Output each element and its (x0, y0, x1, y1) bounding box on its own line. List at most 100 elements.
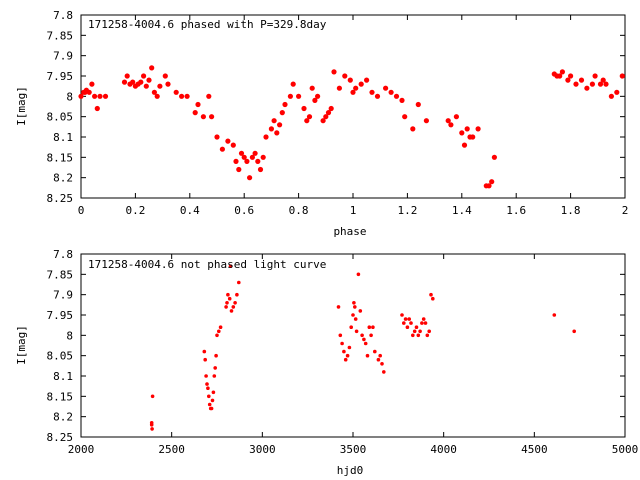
data-point (559, 69, 566, 75)
data-point (353, 85, 359, 91)
data-point (425, 333, 430, 338)
data-point (402, 114, 408, 120)
data-point (214, 353, 218, 358)
data-point (376, 357, 381, 362)
data-point (421, 317, 426, 321)
data-point (229, 309, 234, 313)
data-point (204, 374, 208, 378)
data-point (233, 301, 237, 305)
data-point (619, 73, 625, 79)
data-point (365, 353, 370, 358)
data-point (336, 305, 341, 309)
data-point (448, 122, 454, 128)
x-tick-label: 2500 (158, 443, 185, 456)
data-point (592, 73, 598, 79)
data-point (353, 317, 358, 321)
data-point (347, 77, 353, 83)
data-point (491, 154, 497, 160)
data-point (260, 154, 266, 160)
y-tick-label: 7.95 (47, 309, 74, 322)
data-point (215, 333, 219, 338)
data-point (382, 370, 386, 374)
data-point (343, 357, 348, 362)
data-point (252, 150, 258, 156)
x-axis-label: phase (333, 225, 366, 238)
data-point (393, 93, 400, 99)
data-point (603, 81, 609, 87)
data-point (416, 333, 421, 338)
data-points (78, 65, 625, 189)
x-tick-label: 0.6 (234, 204, 254, 217)
data-point (358, 309, 363, 313)
data-point (350, 89, 356, 95)
data-point (309, 85, 315, 91)
data-point (347, 345, 352, 350)
plot-frame (80, 14, 626, 199)
data-point (306, 114, 313, 120)
data-point (255, 158, 261, 164)
data-point (608, 93, 615, 99)
data-point (352, 301, 356, 305)
data-point (614, 89, 620, 95)
data-point (578, 77, 585, 83)
data-point (369, 333, 373, 338)
y-tick-label: 8 (66, 90, 73, 103)
x-tick-label: 1.2 (397, 204, 417, 217)
data-point (271, 118, 277, 124)
data-point (195, 101, 201, 108)
data-point (150, 427, 154, 431)
data-point (92, 93, 98, 99)
data-point (235, 292, 239, 297)
data-point (225, 138, 231, 144)
y-tick-label: 8.15 (47, 390, 74, 403)
data-point (124, 73, 130, 79)
data-point (102, 93, 109, 99)
data-point (179, 93, 185, 99)
data-point (351, 313, 355, 317)
data-point (371, 325, 375, 330)
data-point (89, 81, 95, 87)
data-point (210, 398, 215, 403)
plot-frame (80, 253, 626, 438)
data-point (367, 325, 372, 330)
data-point (226, 292, 230, 297)
data-point (568, 73, 574, 79)
y-tick-label: 8.25 (47, 431, 74, 444)
data-point (369, 89, 375, 95)
x-tick-label: 1 (350, 204, 357, 217)
x-tick-label: 0.8 (289, 204, 309, 217)
x-axis-label: hjd0 (337, 464, 364, 477)
data-point (217, 329, 221, 334)
y-axis-label: I[mag] (15, 86, 28, 126)
data-point (356, 272, 361, 277)
data-point (338, 333, 343, 338)
y-tick-label: 8.05 (47, 350, 74, 363)
data-point (209, 114, 215, 120)
x-tick-label: 1.6 (506, 204, 526, 217)
data-point (211, 390, 216, 395)
data-point (383, 85, 389, 91)
data-point (420, 321, 424, 325)
x-tick-label: 4500 (521, 443, 548, 456)
data-point (192, 110, 198, 116)
data-point (224, 305, 228, 309)
y-tick-label: 7.9 (53, 50, 73, 63)
y-tick-label: 7.95 (47, 70, 74, 83)
data-point (130, 79, 136, 85)
chart-title: 171258-4004.6 phased with P=329.8day (88, 18, 327, 31)
data-point (353, 305, 357, 309)
y-tick-label: 8.2 (53, 172, 73, 185)
data-point (228, 264, 233, 269)
data-point (247, 175, 253, 181)
data-point (374, 93, 381, 99)
data-point (470, 134, 476, 140)
y-tick-label: 7.8 (53, 248, 73, 261)
data-point (121, 79, 128, 85)
data-point (154, 93, 160, 99)
data-point (364, 77, 370, 83)
data-point (464, 126, 470, 132)
data-point (157, 83, 163, 89)
data-point (290, 81, 296, 87)
y-tick-label: 7.8 (53, 9, 73, 22)
